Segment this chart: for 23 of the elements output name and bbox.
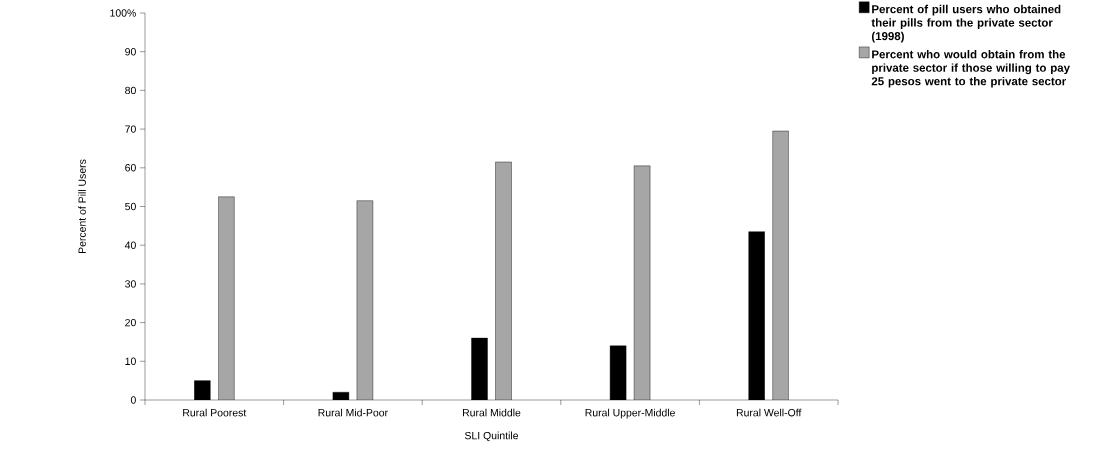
y-tick-label: 0	[130, 396, 136, 404]
y-tick-label: 10	[125, 357, 136, 366]
bar	[495, 161, 512, 400]
x-tick-label: Rural Poorest	[183, 408, 247, 417]
x-axis-title: SLI Quintile	[464, 431, 519, 442]
y-tick-label: 90	[125, 48, 136, 56]
legend-label: Percent who would obtain from the private sector if those willing to pay 25 pesos went to the private sector	[871, 49, 1070, 88]
y-tick-label: 60	[125, 164, 136, 172]
x-tick-label: Rural Middle	[463, 408, 521, 417]
y-axis-title: Percent of Pill Users	[78, 159, 86, 254]
y-tick-label: 20	[125, 318, 136, 327]
x-tick-label: Rural Well-Off	[736, 408, 802, 417]
legend-label: Percent of pill users who obtained their pills from the private sector (1998)	[871, 4, 1061, 43]
bar	[218, 196, 235, 400]
y-tick-label: 50	[125, 202, 136, 211]
x-tick-label: Rural Mid-Poor	[318, 408, 388, 417]
y-tick-label: 70	[125, 125, 136, 133]
y-tick-label: 40	[124, 241, 136, 249]
y-tick-label: 100%	[110, 9, 136, 17]
bar	[772, 130, 789, 400]
x-tick-label: Rural Upper-Middle	[585, 408, 675, 419]
y-tick-label: 30	[125, 280, 136, 288]
y-tick-label: 80	[125, 86, 136, 95]
